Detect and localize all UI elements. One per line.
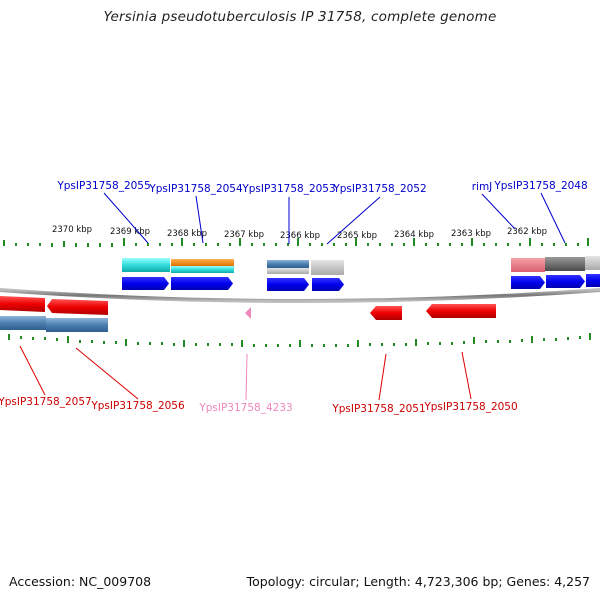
feature-bar-gray [267,268,309,274]
reverse-gene-arrow [47,299,108,315]
leader-line [75,347,139,400]
scale-label: 2370 kbp [52,225,92,235]
gene-label-ypsip31758-2050: YpsIP31758_2050 [423,401,517,413]
feature-bar-steel [0,316,46,330]
leader-line [461,351,472,400]
gene-label-ypsip31758-2057: YpsIP31758_2057 [0,396,92,408]
bottom-gene-labels: YpsIP31758_2057 YpsIP31758_2056 YpsIP317… [0,345,518,415]
forward-gene-arrow [171,277,233,290]
top-tick-row [3,238,589,247]
feature-bar-cyan [171,266,234,273]
scale-labels: 2370 kbp 2369 kbp 2368 kbp 2367 kbp 2366… [52,225,547,241]
reverse-gene-arrow [0,296,45,312]
forward-genes [122,274,600,291]
top-gene-labels: YpsIP31758_2055 YpsIP31758_2054 YpsIP317… [56,180,588,245]
gene-label-ypsip31758-2048: YpsIP31758_2048 [493,180,587,192]
scale-label: 2369 kbp [110,227,150,237]
forward-gene-arrow [312,278,344,291]
top-feature-bars [122,256,600,275]
leader-line [195,195,204,244]
forward-gene-arrow [586,274,600,287]
feature-bar-pink [511,258,545,272]
bottom-tick-row [8,333,591,347]
leader-line [245,353,248,401]
gene-label-ypsip31758-2056: YpsIP31758_2056 [90,400,185,412]
pseudo-gene-marker [245,307,251,319]
reverse-gene-arrow [426,304,496,318]
feature-bar-gray [311,260,344,275]
feature-bar-gray [585,256,600,270]
scale-label: 2368 kbp [167,229,207,239]
leader-line [103,192,149,244]
feature-bar-steel [267,260,309,268]
accession-text: Accession: NC_009708 [9,574,152,589]
leader-line [540,192,566,244]
feature-bar-orange [171,259,234,266]
gene-label-ypsip31758-4233: YpsIP31758_4233 [198,402,292,414]
leader-line [326,196,381,245]
genome-title: Yersinia pseudotuberculosis IP 31758, co… [103,9,497,25]
forward-gene-arrow [546,275,585,288]
gene-label-ypsip31758-2053: YpsIP31758_2053 [241,183,335,195]
forward-gene-arrow [267,278,309,291]
bottom-feature-bars [0,316,108,332]
scale-label: 2366 kbp [280,231,320,241]
forward-gene-arrow [122,277,169,290]
reverse-genes [0,296,496,320]
gene-label-rimj: rimJ [472,181,493,193]
genome-backbone [0,288,600,303]
scale-label: 2362 kbp [507,227,547,237]
scale-label: 2363 kbp [451,229,491,239]
reverse-gene-arrow [370,306,402,320]
leader-line [19,345,46,396]
gene-label-ypsip31758-2051: YpsIP31758_2051 [331,403,425,415]
feature-bar-steel [46,318,108,332]
scale-label: 2365 kbp [337,231,377,241]
forward-gene-arrow [511,276,545,289]
gene-label-ypsip31758-2054: YpsIP31758_2054 [148,183,243,195]
gene-label-ypsip31758-2052: YpsIP31758_2052 [332,183,426,195]
feature-bar-cyan [122,258,170,272]
feature-bar-dark [545,257,585,271]
scale-label: 2367 kbp [224,230,264,240]
leader-line [378,353,387,401]
topology-text: Topology: circular; Length: 4,723,306 bp… [246,574,590,589]
scale-label: 2364 kbp [394,230,434,240]
leader-line [481,193,516,230]
gene-label-ypsip31758-2055: YpsIP31758_2055 [56,180,150,192]
